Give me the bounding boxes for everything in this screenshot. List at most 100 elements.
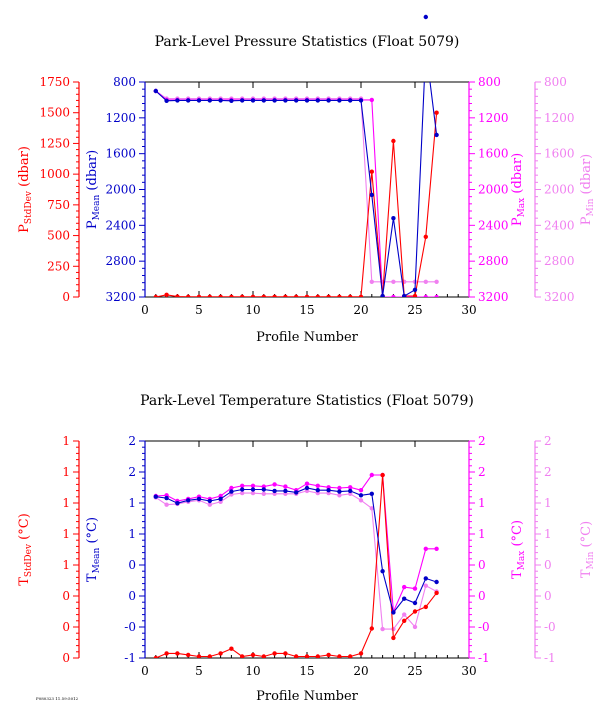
max-y-tick-label: 2 [478,434,486,448]
min-data-point [250,490,256,496]
mean-data-point [261,98,266,103]
std-data-point [294,294,299,297]
std-data-point [348,294,353,297]
chart-title: Park-Level Pressure Statistics (Float 50… [155,34,460,50]
std-y-tick-label: 0 [62,620,70,634]
mean-y-label-unit: (dbar) [85,150,100,195]
max-data-point [369,97,374,103]
mean-y-tick-label: 2 [128,434,136,448]
pressure-chart: Park-Level Pressure Statistics (Float 50… [17,14,596,345]
std-data-point [434,590,439,596]
mean-data-point [380,293,385,297]
max-data-point [423,294,428,297]
min-y-label-symbol: P [579,216,594,225]
x-tick-label: 25 [407,664,422,678]
mean-data-point [175,501,180,506]
mean-data-point [358,493,364,498]
std-data-point [391,138,396,144]
mean-y-tick-label: 2000 [105,183,136,197]
std-data-point [358,294,364,297]
mean-y-tick-label: 2 [128,465,136,479]
min-y-tick-label: 1 [544,527,552,541]
std-y-axis-label: TStdDev (°C) [17,513,34,586]
std-y-tick-label: 1 [62,527,70,541]
max-data-point [434,294,439,297]
mean-data-point [391,216,396,221]
std-data-point [240,654,245,658]
std-data-point [164,292,169,297]
max-y-axis-label: PMax (dbar) [510,153,527,226]
mean-data-point [186,498,191,503]
min-data-point [337,493,342,498]
std-data-point [272,651,277,656]
mean-y-tick-label: 2800 [105,254,136,268]
mean-data-point [434,132,439,138]
std-data-point [186,294,191,297]
mean-data-point [326,488,331,493]
std-data-point [207,294,212,297]
x-axis-label: Profile Number [256,330,359,345]
std-y-label-symbol: P [17,224,32,233]
std-y-tick-label: 1000 [39,167,70,181]
mean-data-point [380,569,385,574]
std-data-point [380,472,385,478]
x-axis-label: Profile Number [256,689,359,704]
min-y-tick-label: 0 [544,589,552,603]
std-data-point [348,654,353,658]
mean-data-point [261,487,266,492]
min-y-tick-label: 2400 [544,218,575,232]
max-y-tick-label: 0 [478,558,486,572]
x-tick-label: 10 [245,303,260,317]
mean-outlier-point [423,14,428,20]
min-data-point [207,502,212,507]
max-y-tick-label: 1 [478,527,486,541]
max-data-point [272,482,277,487]
max-data-point [250,483,256,488]
mean-data-point [207,98,212,103]
mean-data-point [402,596,407,601]
mean-data-point [272,488,277,494]
x-tick-label: 30 [461,303,476,317]
std-y-tick-label: 0 [62,651,70,665]
mean-data-point [337,489,342,494]
std-data-point [153,294,158,297]
min-data-point [369,279,374,284]
mean-data-point [283,98,288,103]
std-y-label-unit: (dbar) [17,146,32,191]
min-y-label-unit: (dbar) [579,154,594,199]
std-y-tick-label: 1 [62,465,70,479]
mean-data-point [434,579,439,585]
mean-data-point [304,485,310,491]
std-data-point [369,626,374,631]
mean-y-label-symbol: T [85,573,100,582]
max-data-point [348,485,353,490]
min-y-tick-label: 0 [544,558,552,572]
max-data-point [337,485,342,491]
std-data-point [337,294,342,297]
min-y-axis-label: TMin (°C) [579,521,596,578]
mean-data-point [391,610,396,615]
min-y-tick-label: 3200 [544,290,575,304]
mean-y-label-subscript: Mean [92,547,102,573]
mean-data-point [326,98,331,103]
min-y-tick-label: 2800 [544,254,575,268]
std-data-point [153,655,158,658]
std-series [153,472,439,658]
max-y-label-subscript: Max [517,198,527,218]
x-tick-label: 25 [407,303,422,317]
std-y-tick-label: 500 [47,229,70,243]
x-tick-label: 10 [245,664,260,678]
max-y-tick-label: 1200 [478,111,509,125]
mean-data-point [358,98,364,103]
mean-data-point [207,498,212,504]
min-data-point [391,279,396,284]
min-data-point [412,624,418,630]
min-data-point [164,502,169,507]
mean-data-point [240,487,245,492]
std-y-label-symbol: T [17,577,32,586]
max-y-label-symbol: T [510,570,525,579]
min-data-point [423,279,428,284]
x-tick-label: 5 [195,303,203,317]
mean-data-point [250,487,256,492]
